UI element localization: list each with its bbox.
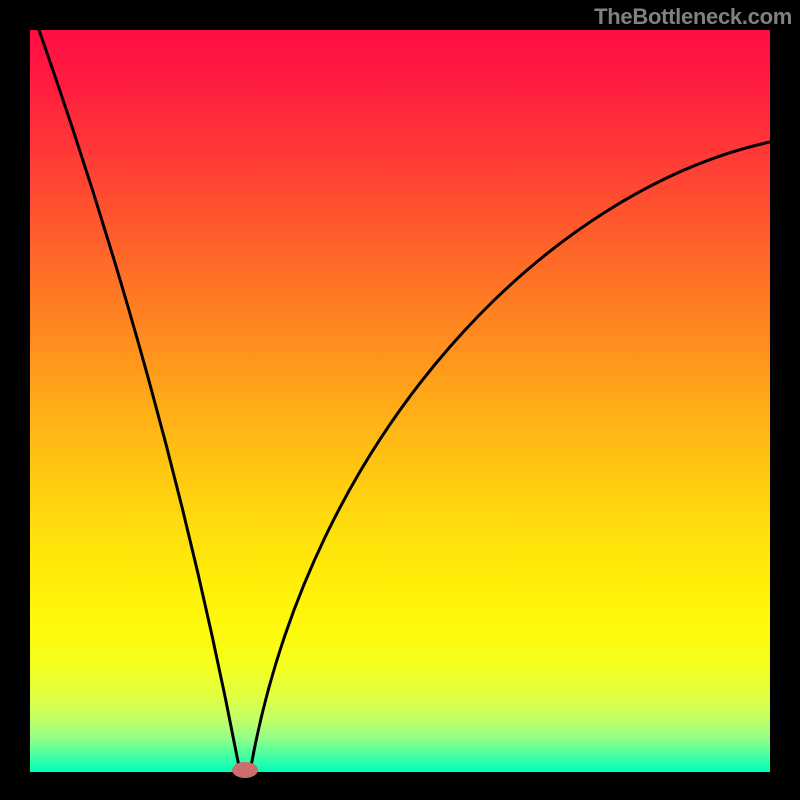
chart-container: TheBottleneck.com [0,0,800,800]
plot-area [30,30,770,772]
v-curve [39,30,770,772]
minimum-marker [232,762,258,778]
curve-layer [30,30,770,772]
watermark-text: TheBottleneck.com [594,4,792,30]
